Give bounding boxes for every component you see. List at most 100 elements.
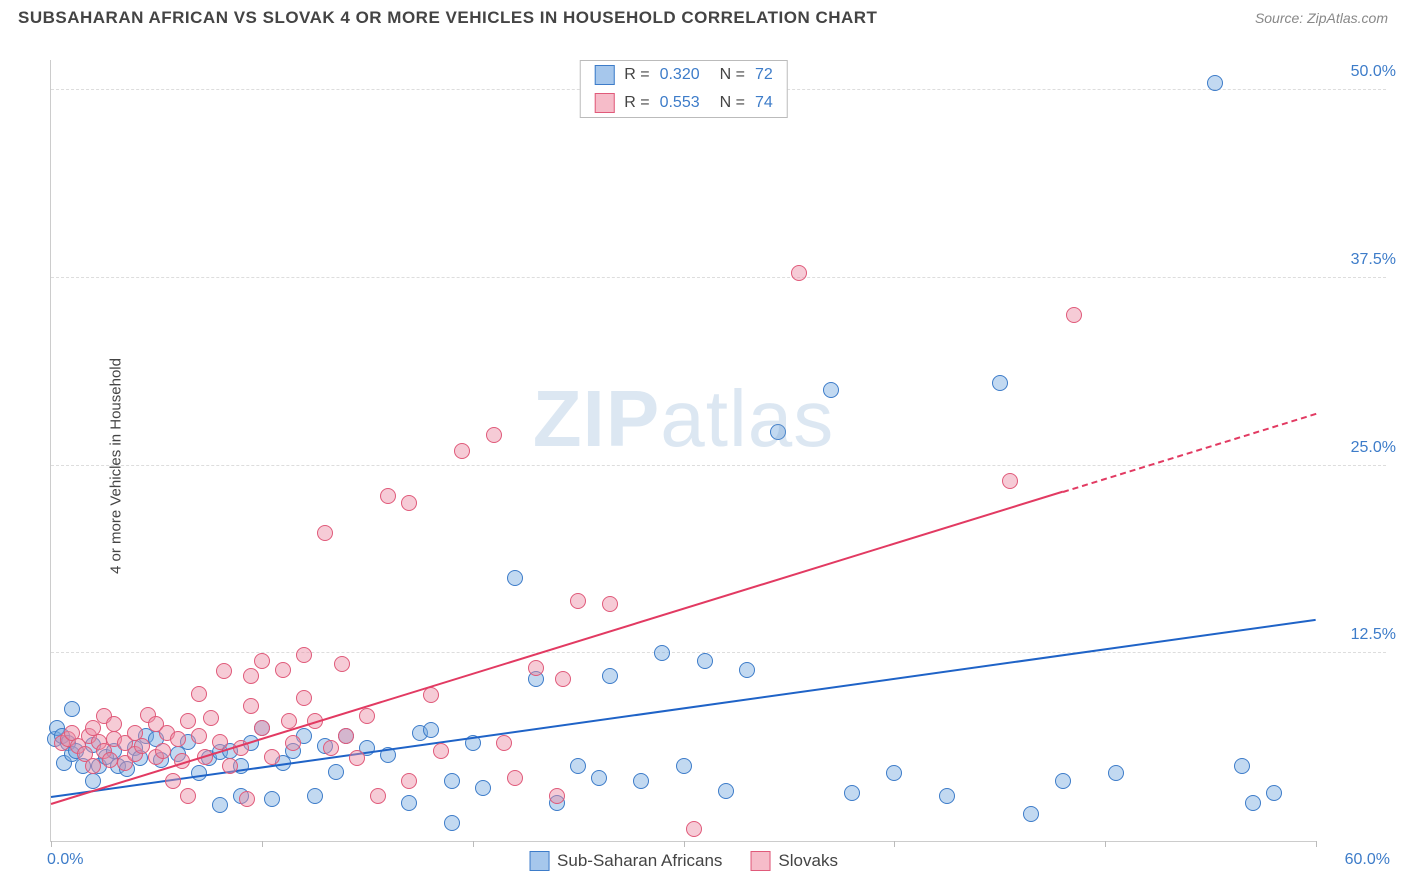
data-point <box>549 788 565 804</box>
legend-swatch <box>529 851 549 871</box>
data-point <box>602 596 618 612</box>
legend-swatch <box>594 93 614 113</box>
data-point <box>507 770 523 786</box>
legend-r-value: 0.553 <box>660 94 700 112</box>
x-max-label: 60.0% <box>1345 851 1390 869</box>
chart-title: SUBSAHARAN AFRICAN VS SLOVAK 4 OR MORE V… <box>18 8 877 28</box>
data-point <box>296 647 312 663</box>
legend-bottom-item: Slovaks <box>750 851 838 871</box>
data-point <box>264 749 280 765</box>
data-point <box>791 265 807 281</box>
data-point <box>570 593 586 609</box>
legend-top-row: R =0.553N =74 <box>580 89 787 117</box>
data-point <box>739 662 755 678</box>
source-label: Source: ZipAtlas.com <box>1255 10 1388 26</box>
legend-label: Slovaks <box>778 851 838 871</box>
data-point <box>239 791 255 807</box>
watermark: ZIPatlas <box>533 373 834 465</box>
legend-n-label: N = <box>720 66 745 84</box>
data-point <box>654 645 670 661</box>
data-point <box>444 815 460 831</box>
plot-area: ZIPatlas R =0.320N =72R =0.553N =74 Sub-… <box>50 60 1316 842</box>
data-point <box>823 382 839 398</box>
gridline <box>51 652 1386 653</box>
legend-top-row: R =0.320N =72 <box>580 61 787 89</box>
x-min-label: 0.0% <box>47 851 83 869</box>
legend-swatch <box>594 65 614 85</box>
data-point <box>633 773 649 789</box>
data-point <box>243 698 259 714</box>
data-point <box>1066 307 1082 323</box>
x-tick <box>51 841 52 847</box>
data-point <box>328 764 344 780</box>
data-point <box>507 570 523 586</box>
data-point <box>423 687 439 703</box>
data-point <box>444 773 460 789</box>
x-tick <box>1105 841 1106 847</box>
trend-line-dashed <box>1063 413 1317 493</box>
data-point <box>1055 773 1071 789</box>
data-point <box>591 770 607 786</box>
data-point <box>770 424 786 440</box>
data-point <box>334 656 350 672</box>
data-point <box>454 443 470 459</box>
x-tick <box>262 841 263 847</box>
data-point <box>64 701 80 717</box>
data-point <box>307 788 323 804</box>
data-point <box>359 708 375 724</box>
legend-r-value: 0.320 <box>660 66 700 84</box>
data-point <box>423 722 439 738</box>
data-point <box>886 765 902 781</box>
data-point <box>296 690 312 706</box>
x-tick <box>894 841 895 847</box>
gridline <box>51 465 1386 466</box>
data-point <box>528 660 544 676</box>
data-point <box>686 821 702 837</box>
data-point <box>370 788 386 804</box>
data-point <box>285 735 301 751</box>
data-point <box>264 791 280 807</box>
data-point <box>1002 473 1018 489</box>
data-point <box>992 375 1008 391</box>
data-point <box>718 783 734 799</box>
data-point <box>191 728 207 744</box>
data-point <box>338 728 354 744</box>
data-point <box>401 495 417 511</box>
data-point <box>85 758 101 774</box>
data-point <box>1207 75 1223 91</box>
data-point <box>180 713 196 729</box>
data-point <box>170 731 186 747</box>
data-point <box>212 734 228 750</box>
data-point <box>1245 795 1261 811</box>
data-point <box>254 653 270 669</box>
legend-label: Sub-Saharan Africans <box>557 851 722 871</box>
data-point <box>1234 758 1250 774</box>
data-point <box>555 671 571 687</box>
data-point <box>602 668 618 684</box>
data-point <box>222 758 238 774</box>
data-point <box>475 780 491 796</box>
legend-swatch <box>750 851 770 871</box>
data-point <box>939 788 955 804</box>
legend-n-label: N = <box>720 94 745 112</box>
legend-bottom-item: Sub-Saharan Africans <box>529 851 722 871</box>
data-point <box>433 743 449 759</box>
gridline <box>51 277 1386 278</box>
x-tick <box>473 841 474 847</box>
y-tick-label: 37.5% <box>1351 251 1396 269</box>
data-point <box>85 773 101 789</box>
data-point <box>180 788 196 804</box>
data-point <box>134 738 150 754</box>
x-tick <box>1316 841 1317 847</box>
data-point <box>844 785 860 801</box>
data-point <box>102 752 118 768</box>
legend-n-value: 72 <box>755 66 773 84</box>
data-point <box>1266 785 1282 801</box>
data-point <box>212 797 228 813</box>
data-point <box>323 740 339 756</box>
data-point <box>1023 806 1039 822</box>
data-point <box>676 758 692 774</box>
data-point <box>165 773 181 789</box>
data-point <box>155 743 171 759</box>
legend-n-value: 74 <box>755 94 773 112</box>
